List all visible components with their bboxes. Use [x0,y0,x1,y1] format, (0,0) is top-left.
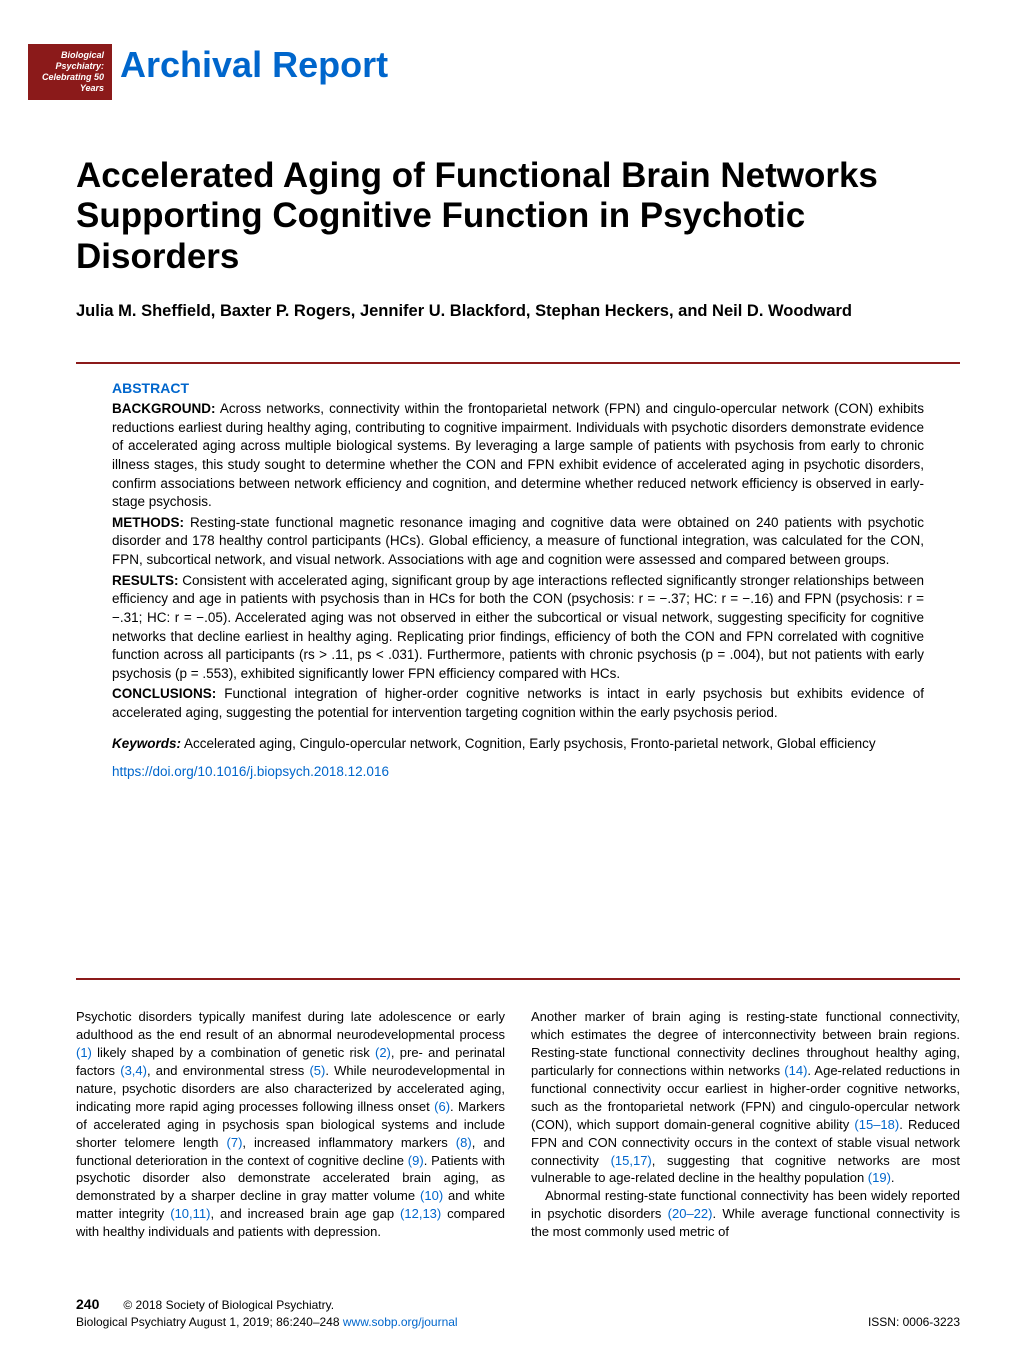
background-label: BACKGROUND: [112,401,216,416]
background-text: Across networks, connectivity within the… [112,401,924,509]
column-left: Psychotic disorders typically manifest d… [76,1008,505,1241]
footer-line-1: 240 © 2018 Society of Biological Psychia… [76,1295,960,1315]
citation-link[interactable]: (8) [456,1135,472,1150]
body-paragraph: Another marker of brain aging is resting… [531,1008,960,1187]
abstract-block: ABSTRACT BACKGROUND: Across networks, co… [112,380,924,779]
journal-badge: Biological Psychiatry: Celebrating 50 Ye… [28,44,112,100]
keywords-label: Keywords: [112,736,181,751]
citation-link[interactable]: (2) [375,1045,391,1060]
body-columns: Psychotic disorders typically manifest d… [76,1008,960,1241]
methods-label: METHODS: [112,515,184,530]
abstract-heading: ABSTRACT [112,380,924,396]
citation-link[interactable]: (10) [420,1188,443,1203]
keywords-text: Accelerated aging, Cingulo-opercular net… [184,736,876,751]
journal-url[interactable]: www.sobp.org/journal [343,1315,458,1329]
doi-link[interactable]: https://doi.org/10.1016/j.biopsych.2018.… [112,764,924,779]
citation-link[interactable]: (15,17) [611,1153,652,1168]
results-text: Consistent with accelerated aging, signi… [112,573,924,681]
methods-text: Resting-state functional magnetic resona… [112,515,924,567]
journal-badge-text: Biological Psychiatry: Celebrating 50 Ye… [36,50,104,93]
issn: ISSN: 0006-3223 [868,1314,960,1331]
footer-citation: Biological Psychiatry August 1, 2019; 86… [76,1314,458,1331]
divider-bottom [76,978,960,980]
citation-link[interactable]: (9) [408,1153,424,1168]
copyright-text: © 2018 Society of Biological Psychiatry. [123,1297,334,1314]
results-label: RESULTS: [112,573,179,588]
citation-link[interactable]: (19) [868,1170,891,1185]
citation-link[interactable]: (12,13) [400,1206,441,1221]
page-number: 240 [76,1295,99,1315]
footer-line-2: Biological Psychiatry August 1, 2019; 86… [76,1314,960,1331]
citation-link[interactable]: (15–18) [854,1117,899,1132]
conclusions-label: CONCLUSIONS: [112,686,216,701]
keywords: Keywords: Accelerated aging, Cingulo-ope… [112,735,924,754]
citation-link[interactable]: (3,4) [120,1063,147,1078]
abstract-background: BACKGROUND: Across networks, connectivit… [112,400,924,512]
citation-link[interactable]: (10,11) [170,1206,210,1221]
citation-link[interactable]: (20–22) [668,1206,713,1221]
divider-top [76,362,960,364]
citation-link[interactable]: (14) [784,1063,807,1078]
abstract-conclusions: CONCLUSIONS: Functional integration of h… [112,685,924,722]
body-paragraph: Psychotic disorders typically manifest d… [76,1008,505,1241]
conclusions-text: Functional integration of higher-order c… [112,686,924,720]
page-footer: 240 © 2018 Society of Biological Psychia… [76,1295,960,1331]
column-right: Another marker of brain aging is resting… [531,1008,960,1241]
body-paragraph: Abnormal resting-state functional connec… [531,1187,960,1241]
citation-link[interactable]: (5) [309,1063,325,1078]
abstract-results: RESULTS: Consistent with accelerated agi… [112,572,924,684]
citation-link[interactable]: (1) [76,1045,92,1060]
section-label: Archival Report [120,44,388,86]
authors-list: Julia M. Sheffield, Baxter P. Rogers, Je… [76,300,960,323]
citation-link[interactable]: (6) [434,1099,450,1114]
article-title: Accelerated Aging of Functional Brain Ne… [76,156,960,277]
citation-link[interactable]: (7) [227,1135,243,1150]
abstract-methods: METHODS: Resting-state functional magnet… [112,514,924,570]
